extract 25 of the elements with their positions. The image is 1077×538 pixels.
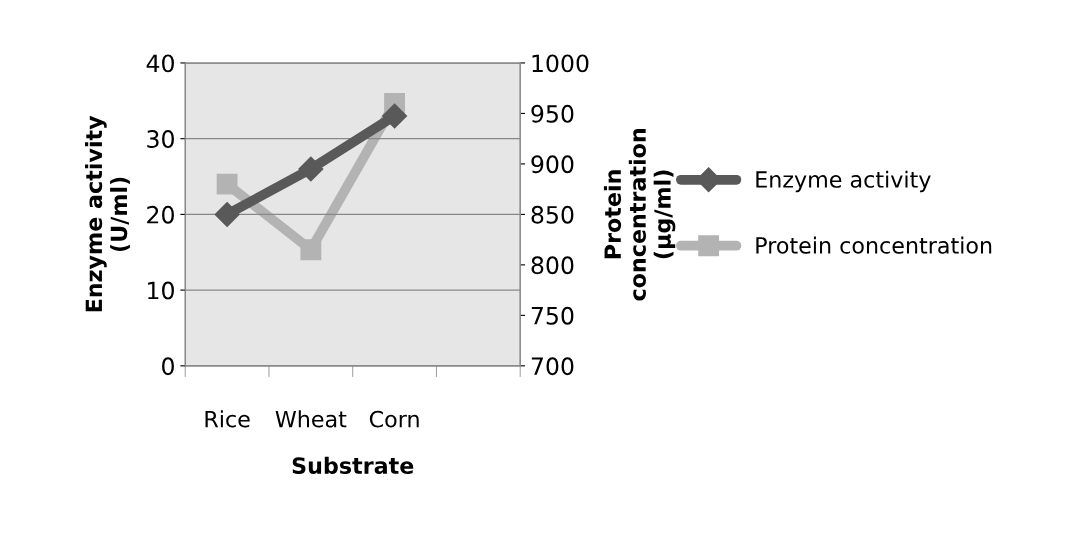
x-tick-label: Rice [205,410,250,428]
y2-tick-label: 700 [531,357,574,376]
point [214,201,240,227]
y-tick-label: 10 [148,281,174,300]
legend-label: Protein concentration [756,236,992,254]
point [298,156,324,182]
point [216,173,238,195]
y-tick-label: 30 [147,130,174,148]
y-tick-label: 40 [146,54,174,73]
y2-axis-title: Protein concentration (µg/ml) [603,129,676,301]
legend-label: Enzyme activity [756,170,931,193]
x-tick-label: Corn [369,410,419,428]
y-tick-label: 0 [162,357,174,376]
y2-tick-label: 850 [531,205,574,224]
y2-tick-label: 750 [531,306,574,325]
y2-tick-label: 1000 [532,54,589,73]
y2-tick-label: 900 [531,155,574,174]
x-tick-label: Wheat [275,410,347,428]
y-axis-title: Enzyme activity (U/ml) [85,115,130,312]
point [300,239,322,261]
y2-tick-label: 950 [531,104,574,123]
y2-tick-label: 800 [531,256,574,275]
x-axis-title: Substrate [292,456,414,474]
point [382,103,408,129]
y-tick-label: 20 [147,205,174,224]
